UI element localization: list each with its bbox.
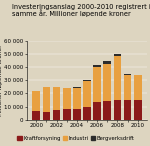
Bar (53, 110, 60, 120)
Text: samme år. Millioner løpende kroner: samme år. Millioner løpende kroner (12, 9, 131, 17)
Bar (103, 64, 111, 101)
Bar (134, 75, 142, 100)
Bar (134, 74, 142, 75)
Y-axis label: Millioner løpende kroner: Millioner løpende kroner (0, 45, 3, 116)
Bar (53, 87, 60, 110)
Bar (73, 109, 81, 120)
Legend: Kraftforsyning, Industri, Bergverksdrift: Kraftforsyning, Industri, Bergverksdrift (15, 133, 137, 143)
Bar (114, 56, 121, 100)
Bar (43, 87, 50, 112)
Bar (103, 61, 111, 64)
Bar (93, 67, 101, 102)
Bar (73, 88, 81, 109)
Bar (103, 101, 111, 120)
Bar (83, 107, 91, 120)
Bar (114, 100, 121, 120)
Bar (32, 91, 40, 111)
Bar (114, 54, 121, 56)
Bar (43, 112, 50, 120)
Bar (124, 100, 131, 120)
Bar (32, 111, 40, 120)
Bar (63, 109, 70, 120)
Bar (134, 100, 142, 120)
Bar (124, 75, 131, 100)
Bar (63, 88, 70, 109)
Bar (83, 80, 91, 81)
Bar (73, 87, 81, 88)
Bar (124, 74, 131, 75)
Bar (83, 81, 91, 107)
Bar (93, 102, 101, 120)
Text: Investeringsanslag 2000-2010 registrert i 3. kvartal: Investeringsanslag 2000-2010 registrert … (12, 4, 150, 10)
Bar (93, 65, 101, 67)
